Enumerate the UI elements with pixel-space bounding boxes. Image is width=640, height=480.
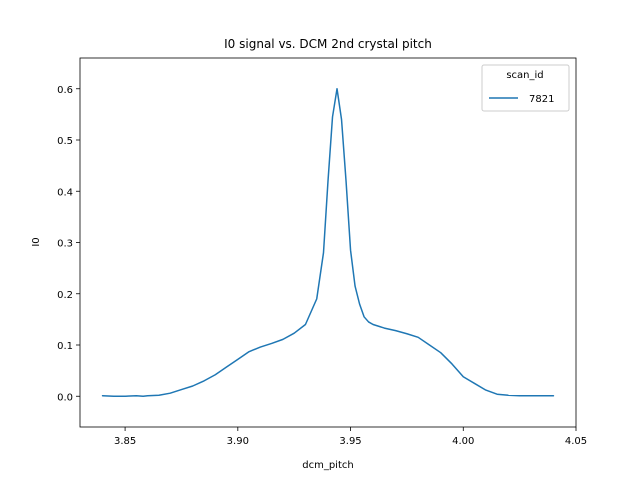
y-tick-label: 0.3 [57, 239, 73, 250]
x-tick-label: 4.05 [565, 436, 587, 447]
y-tick-label: 0.2 [57, 290, 73, 301]
y-tick-label: 0.0 [57, 392, 73, 403]
plot-frame [79, 57, 577, 428]
x-tick-label: 4.00 [452, 436, 474, 447]
legend-entry-label: 7821 [529, 94, 554, 105]
x-tick-label: 3.95 [339, 436, 361, 447]
series-layer [101, 88, 555, 397]
y-tick-label: 0.5 [57, 136, 73, 147]
y-tick-label: 0.1 [57, 341, 73, 352]
legend-title: scan_id [506, 70, 543, 81]
y-axis: 0.0 0.1 0.2 0.3 0.4 0.5 0.6 [57, 85, 80, 403]
legend: scan_id 7821 [481, 64, 570, 112]
legend-box [481, 64, 570, 112]
x-axis: 3.85 3.90 3.95 4.00 4.05 [114, 427, 587, 447]
y-tick-label: 0.4 [57, 187, 73, 198]
y-tick-label: 0.6 [57, 85, 73, 96]
y-axis-label: I0 [31, 237, 42, 246]
x-tick-label: 3.90 [227, 436, 249, 447]
x-axis-label: dcm_pitch [302, 460, 353, 471]
series-line-7821 [101, 88, 555, 397]
x-tick-label: 3.85 [114, 436, 136, 447]
chart-title: I0 signal vs. DCM 2nd crystal pitch [224, 37, 432, 51]
